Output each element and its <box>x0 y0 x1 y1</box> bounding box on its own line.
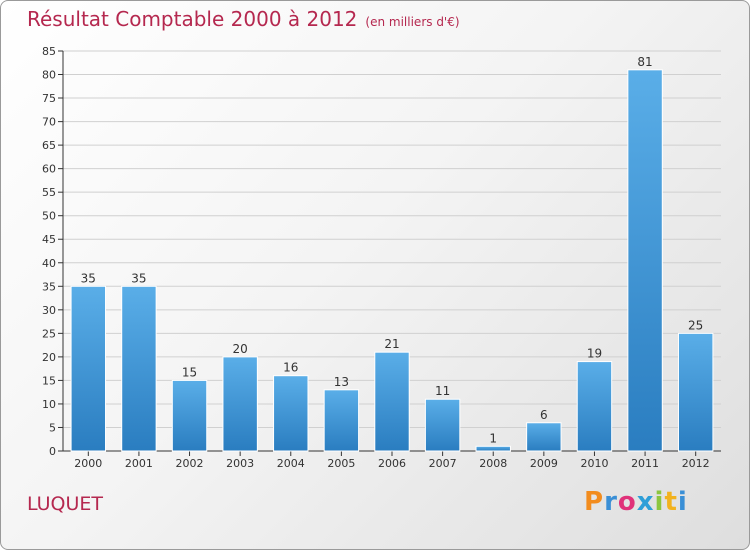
logo-letter: x <box>636 487 655 517</box>
bars <box>70 69 714 452</box>
x-tick-label: 2006 <box>378 457 406 470</box>
x-tick-label: 2010 <box>580 457 608 470</box>
x-tick-label: 2009 <box>530 457 558 470</box>
logo-letter: i <box>677 487 688 517</box>
logo-letter: r <box>604 487 618 517</box>
y-tick-label: 85 <box>42 45 56 58</box>
data-label-2009: 6 <box>540 408 548 422</box>
chart-subtitle: (en milliers d'€) <box>365 15 460 29</box>
chart-title-main: Résultat Comptable 2000 à 2012 <box>27 7 358 31</box>
data-label-2007: 11 <box>435 384 450 398</box>
y-tick-label: 30 <box>42 304 56 317</box>
data-label-2002: 15 <box>182 365 197 379</box>
data-label-2008: 1 <box>489 431 497 445</box>
data-label-2012: 25 <box>688 318 703 332</box>
x-tick-label: 2001 <box>125 457 153 470</box>
x-tick-label: 2007 <box>429 457 457 470</box>
x-tick-label: 2012 <box>682 457 710 470</box>
proxiti-logo: Proxiti <box>584 487 688 517</box>
logo-letter: o <box>617 487 637 517</box>
y-tick-label: 60 <box>42 163 56 176</box>
bar-2000 <box>70 285 107 452</box>
x-tick-label: 2002 <box>176 457 204 470</box>
bar-2002 <box>171 379 208 452</box>
commune-name: LUQUET <box>27 493 104 515</box>
x-tick-label: 2004 <box>277 457 305 470</box>
y-tick-label: 75 <box>42 92 56 105</box>
y-tick-label: 70 <box>42 116 56 129</box>
data-label-2001: 35 <box>131 271 146 285</box>
y-tick-label: 5 <box>49 421 56 434</box>
y-tick-label: 10 <box>42 398 56 411</box>
chart-title: Résultat Comptable 2000 à 2012 (en millie… <box>27 7 460 31</box>
bar-2011 <box>627 69 663 452</box>
y-tick-label: 0 <box>49 445 56 458</box>
bar-2001 <box>121 285 157 452</box>
data-label-2011: 81 <box>637 55 652 69</box>
x-tick-label: 2005 <box>327 457 355 470</box>
x-tick-label: 2008 <box>479 457 507 470</box>
data-label-2006: 21 <box>384 337 399 351</box>
y-tick-label: 80 <box>42 69 56 82</box>
y-tick-label: 65 <box>42 139 56 152</box>
x-tick-label: 2003 <box>226 457 254 470</box>
y-tick-label: 45 <box>42 233 56 246</box>
y-tick-label: 35 <box>42 280 56 293</box>
logo-letter: P <box>584 487 605 517</box>
data-label-2003: 20 <box>233 342 248 356</box>
labels: 0 5 10 15 20 25 30 35 40 45 50 55 60 65 70 75 80 85 2000 35… <box>42 45 710 470</box>
data-label-2004: 16 <box>283 361 298 375</box>
logo-letter: t <box>664 487 678 517</box>
x-tick-label: 2000 <box>74 457 102 470</box>
bar-2012 <box>677 332 714 452</box>
data-label-2005: 13 <box>334 375 349 389</box>
bar-2007 <box>424 398 461 452</box>
logo-letter: i <box>654 487 665 517</box>
data-label-2010: 19 <box>587 347 602 361</box>
bar-2006 <box>374 351 410 452</box>
y-tick-label: 20 <box>42 351 56 364</box>
bar-2003 <box>222 356 258 452</box>
bar-2005 <box>323 389 360 452</box>
bar-2008 <box>475 445 511 452</box>
y-tick-label: 55 <box>42 186 56 199</box>
y-tick-label: 50 <box>42 210 56 223</box>
y-tick-label: 25 <box>42 327 56 340</box>
x-tick-label: 2011 <box>631 457 659 470</box>
y-tick-label: 40 <box>42 257 56 270</box>
data-label-2000: 35 <box>81 271 96 285</box>
y-tick-label: 15 <box>42 374 56 387</box>
bar-2010 <box>576 361 613 452</box>
bar-2004 <box>273 375 309 452</box>
bar-2009 <box>526 422 562 452</box>
